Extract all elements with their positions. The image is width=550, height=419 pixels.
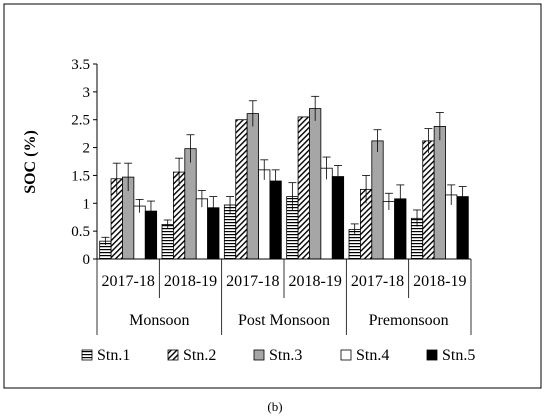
- x-axis: 2017-18 2018-19 2017-18 2018-19 2017-18 2018-…: [96, 258, 472, 335]
- y-axis-label: SOC (%): [22, 130, 39, 194]
- y-tick-label: 2.5: [71, 113, 90, 129]
- legend-label: Stn.2: [183, 347, 216, 364]
- legend-swatch-stn2: [167, 349, 179, 361]
- legend-swatch-stn3: [253, 349, 265, 361]
- legend-swatch-stn4: [340, 349, 352, 361]
- bar-stn1-1: [161, 224, 174, 260]
- bar-stn3-1: [184, 148, 197, 260]
- bar-stn3-4: [371, 140, 384, 260]
- x-tick-label: 2017-18: [351, 273, 404, 290]
- bar-stn2-5: [422, 140, 435, 260]
- y-tick-label: 0: [83, 252, 91, 268]
- legend-swatch-stn1: [81, 349, 93, 361]
- error-bars: [101, 95, 467, 246]
- y-tick-label: 1: [83, 196, 91, 212]
- bar-stn4-4: [382, 201, 396, 260]
- bar-stn2-3: [297, 116, 310, 260]
- season-label: Monsoon: [129, 312, 189, 329]
- legend-label: Stn.5: [442, 347, 475, 364]
- bar-stn4-0: [133, 205, 146, 260]
- legend-label: Stn.1: [97, 347, 130, 364]
- bar-stn4-3: [320, 167, 333, 260]
- bar-stn3-3: [309, 108, 322, 260]
- panel-caption: (b): [267, 399, 283, 414]
- legend-label: Stn.4: [356, 347, 389, 364]
- x-tick-label: 2017-18: [226, 273, 279, 290]
- y-tick-label: 3: [83, 85, 91, 101]
- x-tick-label: 2017-18: [102, 273, 155, 290]
- legend-swatch-stn5: [426, 349, 438, 361]
- y-tick-label: 0.5: [71, 224, 90, 240]
- y-tick-label: 3.5: [71, 57, 90, 73]
- y-tick-label: 2: [83, 141, 91, 157]
- bar-stn2-2: [235, 119, 248, 260]
- bar-stn5-2: [269, 180, 282, 260]
- y-axis: 0 0.5 1 1.5 2 2.5 3 3.5: [71, 57, 98, 268]
- bar-stn3-2: [246, 113, 259, 260]
- legend: Stn.1 Stn.2 Stn.3 Stn.4 Stn.5: [81, 347, 475, 364]
- season-label: Premonsoon: [369, 312, 449, 329]
- bar-stn4-1: [195, 198, 208, 260]
- bar-stn4-2: [258, 169, 271, 260]
- season-label: Post Monsoon: [238, 312, 330, 329]
- x-tick-label: 2018-19: [164, 273, 217, 290]
- bar-stn3-5: [433, 126, 446, 260]
- x-tick-label: 2018-19: [413, 273, 466, 290]
- y-tick-label: 1.5: [71, 168, 90, 184]
- bar-stn5-3: [331, 176, 345, 260]
- legend-label: Stn.3: [269, 347, 302, 364]
- x-tick-label: 2018-19: [289, 273, 342, 290]
